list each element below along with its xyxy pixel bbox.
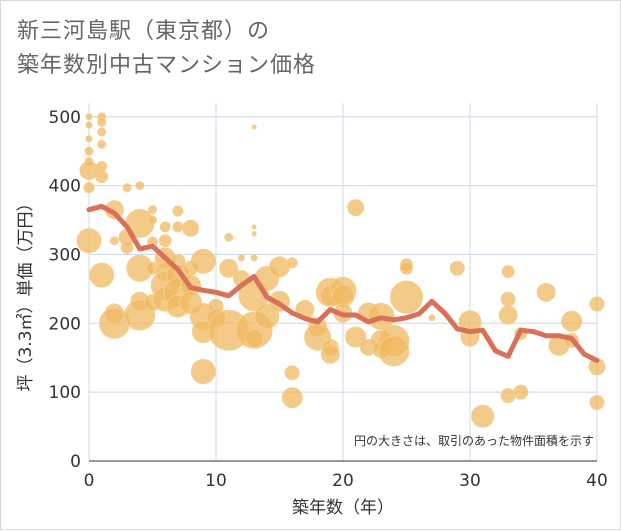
price-bubble xyxy=(148,205,157,215)
chart-title-line-1: 新三河島駅（東京都）の xyxy=(17,19,271,44)
chart-title-line-2: 築年数別中古マンション価格 xyxy=(17,53,317,78)
price-bubble xyxy=(498,305,518,325)
price-bubble xyxy=(97,117,107,127)
x-tick-label: 10 xyxy=(205,471,227,491)
price-bubble xyxy=(120,241,134,255)
price-bubble xyxy=(500,388,516,404)
price-bubble xyxy=(449,260,465,276)
price-bubble xyxy=(251,231,257,237)
y-axis-title: 坪（3.3㎡）単価（万円） xyxy=(16,194,36,391)
price-bubble xyxy=(159,221,171,233)
y-tick-label: 300 xyxy=(49,245,81,265)
price-bubble xyxy=(513,384,529,400)
price-bubble xyxy=(182,219,200,237)
price-bubble xyxy=(254,303,280,329)
price-bubble xyxy=(251,224,257,230)
price-bubble xyxy=(190,359,216,384)
x-axis-title: 築年数（年） xyxy=(292,498,394,518)
y-tick-label: 200 xyxy=(49,314,81,334)
y-tick-labels: 0 100 200 300 400 500 xyxy=(49,108,81,472)
price-bubble xyxy=(89,262,115,288)
price-bubble xyxy=(589,296,605,312)
price-bubble xyxy=(76,228,102,254)
price-bubble xyxy=(172,221,184,233)
price-bubble xyxy=(400,261,413,275)
price-bubble xyxy=(536,282,556,302)
y-tick-label: 100 xyxy=(49,383,81,403)
x-tick-label: 40 xyxy=(586,471,608,491)
price-bubble xyxy=(244,328,264,348)
price-bubble xyxy=(95,170,109,184)
price-bubble xyxy=(85,113,93,121)
price-bubble xyxy=(135,181,145,191)
price-bubble xyxy=(84,146,94,156)
x-tick-labels: 0 10 20 30 40 xyxy=(84,471,608,491)
price-bubble xyxy=(172,205,184,217)
price-bubble xyxy=(251,124,257,130)
price-bubble xyxy=(345,326,367,348)
price-bubble xyxy=(85,121,93,129)
price-bubble xyxy=(320,344,340,364)
y-tick-label: 0 xyxy=(70,452,81,472)
price-bubble xyxy=(79,160,99,180)
price-bubble xyxy=(224,232,234,242)
price-bubble xyxy=(471,404,495,428)
price-bubble xyxy=(281,387,303,409)
price-bubble xyxy=(269,256,290,278)
price-bubble xyxy=(237,254,245,262)
price-bubble xyxy=(97,139,107,149)
price-bubble xyxy=(347,199,365,217)
price-bubble xyxy=(97,127,107,137)
price-bubble xyxy=(428,314,436,322)
price-bubble xyxy=(501,265,515,279)
price-bubble xyxy=(85,135,93,143)
average-trend-line xyxy=(86,203,600,363)
bubbles xyxy=(76,112,606,428)
price-bubble xyxy=(284,365,300,381)
x-tick-label: 20 xyxy=(332,471,354,491)
price-bubble xyxy=(250,254,258,262)
price-bubble xyxy=(390,280,423,314)
bubble-size-note: 円の大きさは、取引のあった物件面積を示す xyxy=(354,433,594,448)
price-bubble xyxy=(83,182,95,194)
price-bubble xyxy=(286,257,298,269)
price-bubble xyxy=(190,248,216,274)
price-bubble xyxy=(148,215,157,225)
x-tick-label: 30 xyxy=(459,471,481,491)
price-bubble xyxy=(378,335,410,367)
price-bubble xyxy=(500,291,516,307)
price-bubble xyxy=(158,234,172,248)
price-bubble xyxy=(96,160,108,172)
y-tick-label: 500 xyxy=(49,108,81,128)
price-bubble xyxy=(589,394,605,410)
price-bubble xyxy=(331,284,355,308)
price-bubble xyxy=(561,310,583,332)
price-bubble xyxy=(109,236,119,246)
y-tick-label: 400 xyxy=(49,177,81,197)
chart-title: 新三河島駅（東京都）の 築年数別中古マンション価格 xyxy=(17,15,316,83)
x-tick-label: 0 xyxy=(84,471,95,491)
price-bubble xyxy=(122,183,132,193)
price-bubble xyxy=(219,258,239,278)
